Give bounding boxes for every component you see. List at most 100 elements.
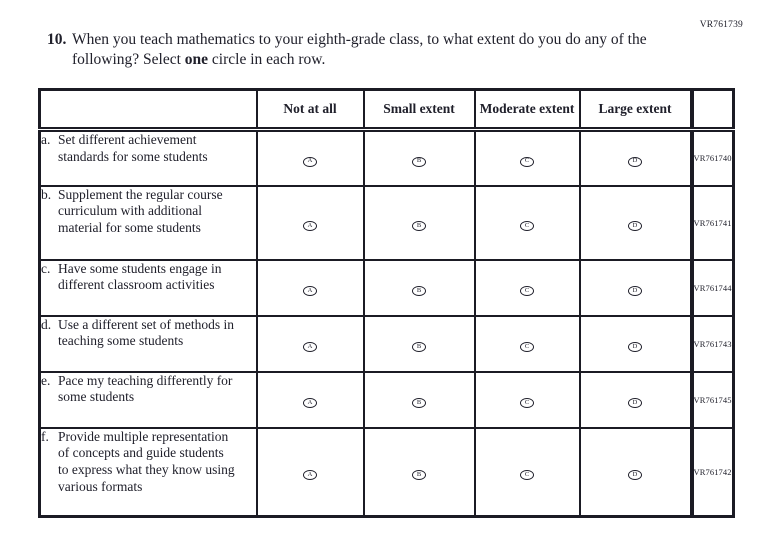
bubble-letter: D: [632, 157, 638, 165]
table-row-e: e. Pace my teaching differently for some…: [38, 370, 735, 429]
row-letter: f.: [41, 428, 49, 444]
cell-not-at-all: A: [255, 128, 365, 187]
bubble-not-at-all[interactable]: A: [303, 397, 317, 408]
bubble-letter: D: [632, 342, 638, 350]
bubble-moderate-extent[interactable]: C: [520, 285, 534, 296]
row-label-cell: f. Provide multiple representation of co…: [38, 426, 258, 518]
question-bold-word: one: [184, 51, 209, 69]
bubble-not-at-all[interactable]: A: [303, 220, 317, 231]
row-code: VR761740: [689, 128, 735, 187]
bubble-letter: B: [416, 470, 422, 478]
bubble-moderate-extent[interactable]: C: [520, 470, 534, 480]
bubble-letter: A: [307, 286, 313, 294]
bubble-letter: C: [524, 286, 530, 294]
bubble-not-at-all[interactable]: A: [303, 156, 317, 167]
row-letter: a.: [41, 132, 51, 147]
bubble-letter: A: [307, 470, 313, 478]
bubble-letter: B: [416, 221, 422, 229]
bubble-letter: B: [416, 398, 422, 406]
bubble-small-extent[interactable]: B: [412, 285, 426, 296]
cell-not-at-all: A: [255, 314, 365, 373]
bubble-letter: D: [632, 398, 638, 406]
bubble-letter: C: [524, 398, 530, 406]
bubble-moderate-extent[interactable]: C: [520, 220, 534, 231]
row-label: Supplement the regular course curriculum…: [58, 186, 223, 236]
response-table: Not at all Small extent Moderate extent …: [38, 88, 735, 518]
row-label-cell: a. Set different achievement standards f…: [38, 128, 258, 187]
bubble-letter: C: [524, 342, 530, 350]
row-code: VR761745: [689, 370, 735, 429]
cell-moderate-extent: C: [473, 184, 581, 261]
row-letter: d.: [41, 316, 52, 332]
bubble-not-at-all[interactable]: A: [303, 341, 317, 352]
bubble-letter: B: [416, 342, 422, 350]
bubble-large-extent[interactable]: D: [628, 341, 642, 352]
bubble-moderate-extent[interactable]: C: [520, 397, 534, 408]
bubble-small-extent[interactable]: B: [412, 470, 426, 480]
cell-small-extent: B: [362, 370, 476, 429]
cell-small-extent: B: [362, 258, 476, 317]
question-text-start: When you teach mathematics to your eight…: [72, 31, 647, 69]
cell-large-extent: D: [578, 184, 693, 261]
table-row-b: b. Supplement the regular course curricu…: [38, 184, 735, 261]
row-label: Provide multiple representation of conce…: [58, 428, 235, 495]
bubble-large-extent[interactable]: D: [628, 285, 642, 296]
question-text: When you teach mathematics to your eight…: [72, 30, 650, 71]
cell-moderate-extent: C: [473, 370, 581, 429]
bubble-small-extent[interactable]: B: [412, 397, 426, 408]
bubble-letter: A: [307, 398, 313, 406]
row-code: VR761743: [689, 314, 735, 373]
cell-moderate-extent: C: [473, 258, 581, 317]
bubble-moderate-extent[interactable]: C: [520, 341, 534, 352]
bubble-large-extent[interactable]: D: [628, 470, 642, 480]
cell-moderate-extent: C: [473, 314, 581, 373]
row-label: Use a different set of methods in teachi…: [58, 316, 234, 349]
cell-large-extent: D: [578, 426, 693, 518]
row-code: VR761744: [689, 258, 735, 317]
bubble-letter: B: [416, 157, 422, 165]
bubble-large-extent[interactable]: D: [628, 156, 642, 167]
row-label-cell: c. Have some students engage in differen…: [38, 258, 258, 317]
cell-small-extent: B: [362, 426, 476, 518]
cell-not-at-all: A: [255, 426, 365, 518]
bubble-letter: C: [524, 470, 530, 478]
column-header-small-extent: Small extent: [362, 88, 476, 132]
row-label-cell: e. Pace my teaching differently for some…: [38, 370, 258, 429]
cell-not-at-all: A: [255, 184, 365, 261]
bubble-large-extent[interactable]: D: [628, 397, 642, 408]
question-block: 10. When you teach mathematics to your e…: [47, 30, 650, 71]
row-letter: c.: [41, 260, 51, 276]
bubble-not-at-all[interactable]: A: [303, 470, 317, 480]
table-row-f: f. Provide multiple representation of co…: [38, 426, 735, 518]
bubble-letter: D: [632, 286, 638, 294]
page-form-code: VR761739: [699, 20, 743, 30]
bubble-small-extent[interactable]: B: [412, 156, 426, 167]
cell-not-at-all: A: [255, 370, 365, 429]
header-code-cell: [689, 88, 735, 132]
row-label: Have some students engage in different c…: [58, 260, 222, 293]
bubble-not-at-all[interactable]: A: [303, 285, 317, 296]
cell-small-extent: B: [362, 128, 476, 187]
bubble-large-extent[interactable]: D: [628, 220, 642, 231]
cell-not-at-all: A: [255, 258, 365, 317]
bubble-letter: D: [632, 470, 638, 478]
question-text-end: circle in each row.: [208, 51, 326, 69]
cell-large-extent: D: [578, 370, 693, 429]
bubble-moderate-extent[interactable]: C: [520, 156, 534, 167]
row-code: VR761741: [689, 184, 735, 261]
cell-small-extent: B: [362, 314, 476, 373]
bubble-letter: C: [524, 221, 530, 229]
cell-large-extent: D: [578, 128, 693, 187]
table-row-a: a. Set different achievement standards f…: [38, 128, 735, 187]
column-header-moderate-extent: Moderate extent: [473, 88, 581, 132]
bubble-small-extent[interactable]: B: [412, 220, 426, 231]
bubble-letter: A: [307, 221, 313, 229]
bubble-letter: B: [416, 286, 422, 294]
row-letter: e.: [41, 372, 51, 388]
cell-large-extent: D: [578, 314, 693, 373]
bubble-small-extent[interactable]: B: [412, 341, 426, 352]
row-code: VR761742: [689, 426, 735, 518]
header-blank-cell: [38, 88, 258, 132]
bubble-letter: A: [307, 342, 313, 350]
